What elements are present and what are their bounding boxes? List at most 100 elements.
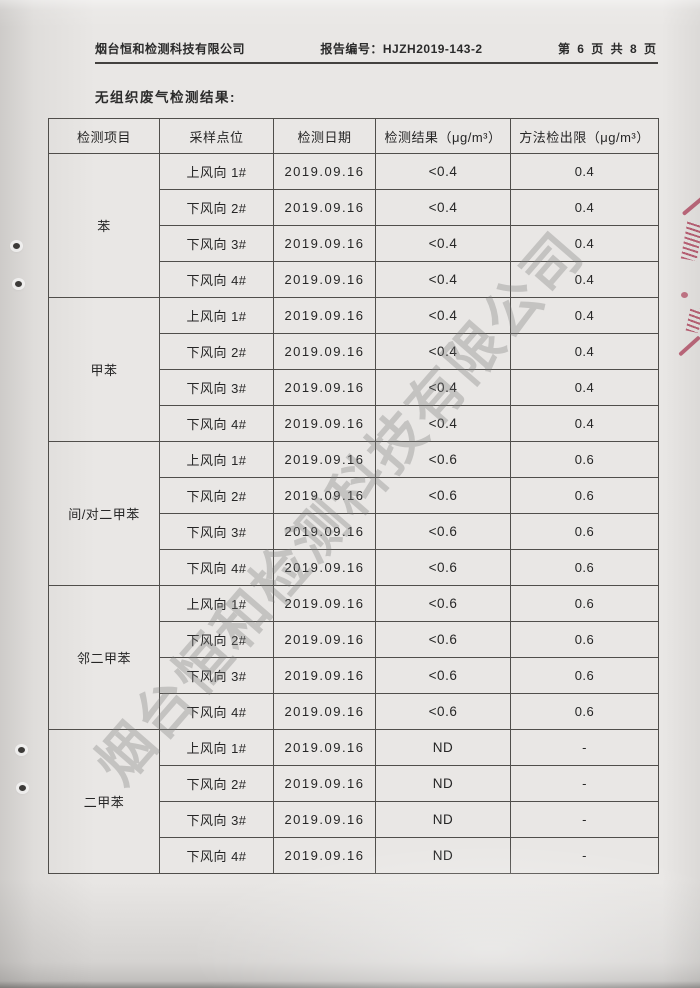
column-header-result: 检测结果（μg/m³） — [375, 118, 511, 154]
table-row: 下风向 4# 2019.09.16 <0.6 0.6 — [49, 693, 659, 730]
limit-cell: - — [510, 801, 659, 838]
table-row: 下风向 3# 2019.09.16 <0.4 0.4 — [49, 369, 659, 406]
table-row: 苯上风向 1# 2019.09.16 <0.4 0.4 — [48, 153, 659, 298]
result-cell: ND — [375, 729, 511, 766]
date-cell: 2019.09.16 — [273, 657, 376, 694]
result-cell: <0.4 — [375, 369, 511, 406]
point-cell: 下风向 4# — [159, 405, 274, 442]
item-cell: 间/对二甲苯 — [48, 441, 160, 586]
limit-cell: 0.6 — [510, 477, 659, 514]
item-cell: 苯 — [48, 153, 160, 298]
doc-header: 烟台恒和检测科技有限公司 报告编号：HJZH2019-143-2 第 6 页 共… — [95, 40, 658, 64]
table-row: 下风向 3# 2019.09.16 <0.4 0.4 — [49, 225, 659, 262]
item-cell: 甲苯 — [48, 297, 160, 442]
limit-cell: 0.4 — [510, 189, 659, 226]
limit-cell: 0.6 — [510, 657, 659, 694]
report-number-label: 报告编号： — [320, 42, 383, 56]
point-cell: 下风向 3# — [159, 513, 274, 550]
point-cell: 下风向 2# — [159, 621, 274, 658]
date-cell: 2019.09.16 — [273, 369, 376, 406]
limit-cell: 0.4 — [510, 225, 659, 262]
result-cell: ND — [375, 837, 511, 874]
table-row: 下风向 2# 2019.09.16 <0.4 0.4 — [49, 333, 659, 370]
point-cell: 下风向 3# — [159, 225, 274, 262]
result-cell: <0.6 — [375, 657, 511, 694]
limit-cell: 0.6 — [510, 549, 659, 586]
table-row: 下风向 2# 2019.09.16 <0.4 0.4 — [49, 189, 659, 226]
result-cell: <0.4 — [375, 189, 511, 226]
point-cell: 下风向 3# — [159, 657, 274, 694]
result-cell: <0.4 — [375, 333, 511, 370]
date-cell: 2019.09.16 — [273, 837, 376, 874]
table-row: 下风向 2# 2019.09.16 <0.6 0.6 — [49, 477, 659, 514]
limit-cell: - — [510, 729, 659, 766]
result-cell: <0.6 — [375, 513, 511, 550]
item-cell: 邻二甲苯 — [48, 585, 160, 730]
column-header-point: 采样点位 — [159, 118, 274, 154]
limit-cell: 0.6 — [510, 693, 659, 730]
point-cell: 上风向 1# — [159, 441, 274, 478]
table-row: 邻二甲苯 上风向 1# 2019.09.16 <0.6 0.6 — [48, 585, 659, 730]
result-cell: <0.6 — [375, 621, 511, 658]
column-header-item: 检测项目 — [48, 118, 160, 154]
column-header-date: 检测日期 — [273, 118, 376, 154]
date-cell: 2019.09.16 — [273, 261, 376, 298]
point-cell: 下风向 4# — [159, 261, 274, 298]
point-cell: 下风向 3# — [159, 369, 274, 406]
table-row: 下风向 3# 2019.09.16 ND - — [49, 801, 659, 838]
point-cell: 下风向 3# — [159, 801, 274, 838]
point-cell: 上风向 1# — [159, 153, 274, 190]
table-body: 苯上风向 1# 2019.09.16 <0.4 0.4 下风向 2# 2019.09.16… — [48, 153, 659, 874]
binding-hole — [15, 281, 22, 287]
limit-cell: 0.4 — [510, 153, 659, 190]
table-row: 甲苯 上风向 1# 2019.09.16 <0.4 0.4 — [48, 297, 659, 442]
limit-cell: 0.6 — [510, 621, 659, 658]
result-cell: <0.6 — [375, 693, 511, 730]
page-indicator: 第 6 页 共 8 页 — [557, 42, 658, 56]
date-cell: 2019.09.16 — [273, 729, 376, 766]
date-cell: 2019.09.16 — [273, 585, 376, 622]
date-cell: 2019.09.16 — [273, 441, 376, 478]
point-cell: 下风向 2# — [159, 477, 274, 514]
result-cell: <0.6 — [375, 477, 511, 514]
limit-cell: 0.4 — [510, 261, 659, 298]
column-header-limit: 方法检出限（μg/m³） — [510, 118, 659, 154]
table-row: 下风向 3# 2019.09.16 <0.6 0.6 — [49, 657, 659, 694]
limit-cell: - — [510, 837, 659, 874]
result-cell: <0.4 — [375, 405, 511, 442]
report-number: 报告编号：HJZH2019-143-2 — [320, 40, 482, 57]
point-cell: 下风向 2# — [159, 189, 274, 226]
date-cell: 2019.09.16 — [273, 693, 376, 730]
limit-cell: 0.6 — [510, 513, 659, 550]
limit-cell: 0.4 — [510, 369, 659, 406]
stamp-ink-dot — [681, 292, 688, 298]
limit-cell: 0.4 — [510, 333, 659, 370]
stamp-arc-fragment — [678, 335, 700, 357]
date-cell: 2019.09.16 — [273, 153, 376, 190]
table-row: 下风向 4# 2019.09.16 <0.4 0.4 — [49, 405, 659, 442]
result-cell: <0.4 — [375, 261, 511, 298]
date-cell: 2019.09.16 — [273, 801, 376, 838]
date-cell: 2019.09.16 — [273, 225, 376, 262]
result-cell: ND — [375, 765, 511, 802]
binding-hole — [18, 747, 25, 753]
results-table: 检测项目 采样点位 检测日期 检测结果（μg/m³） 方法检出限（μg/m³） … — [48, 118, 659, 874]
table-row: 间/对二甲苯 上风向 1# 2019.09.16 <0.6 0.6 — [48, 441, 659, 586]
stamp-arc-fragment — [681, 196, 700, 216]
item-cell: 二甲苯 — [48, 729, 160, 874]
result-cell: <0.4 — [375, 153, 511, 190]
date-cell: 2019.09.16 — [273, 405, 376, 442]
binding-hole — [13, 243, 20, 249]
date-cell: 2019.09.16 — [273, 621, 376, 658]
limit-cell: 0.4 — [510, 297, 659, 334]
point-cell: 下风向 4# — [159, 693, 274, 730]
limit-cell: - — [510, 765, 659, 802]
result-cell: ND — [375, 801, 511, 838]
date-cell: 2019.09.16 — [273, 477, 376, 514]
table-row: 下风向 2# 2019.09.16 ND - — [49, 765, 659, 802]
table-row: 下风向 3# 2019.09.16 <0.6 0.6 — [49, 513, 659, 550]
binding-hole — [19, 785, 26, 791]
stamp-character-fragment — [685, 306, 700, 334]
date-cell: 2019.09.16 — [273, 549, 376, 586]
